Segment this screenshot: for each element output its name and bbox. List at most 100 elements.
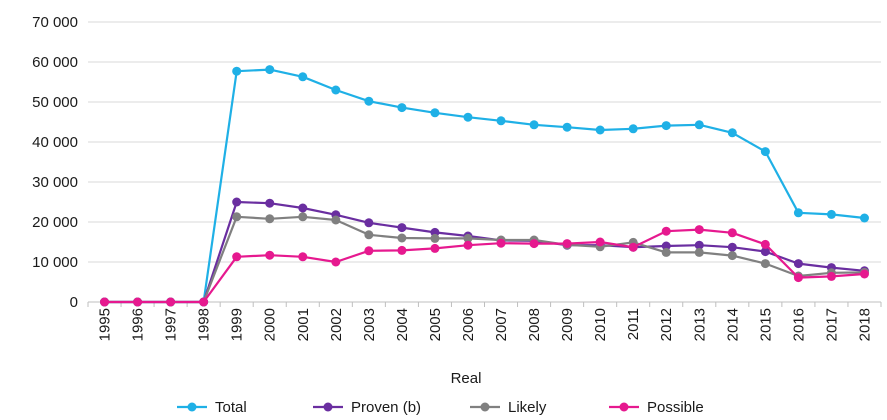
x-tick-label: 2013 bbox=[691, 308, 708, 341]
x-tick-label: 2000 bbox=[262, 308, 279, 341]
data-point bbox=[232, 66, 242, 76]
data-point bbox=[232, 252, 242, 262]
data-point bbox=[298, 252, 308, 262]
x-tick-label: 2002 bbox=[328, 308, 345, 341]
data-point bbox=[298, 212, 308, 222]
data-point bbox=[463, 240, 473, 250]
legend-label: Likely bbox=[508, 399, 547, 416]
y-tick-label: 70 000 bbox=[32, 14, 78, 31]
data-point bbox=[661, 121, 671, 131]
data-point bbox=[727, 128, 737, 138]
legend-label: Possible bbox=[647, 399, 704, 416]
x-tick-label: 2001 bbox=[295, 308, 312, 341]
data-point bbox=[397, 245, 407, 255]
data-point bbox=[760, 147, 770, 157]
data-point bbox=[331, 215, 341, 225]
data-point bbox=[265, 65, 275, 75]
data-point bbox=[298, 203, 308, 213]
y-tick-label: 50 000 bbox=[32, 94, 78, 111]
data-point bbox=[793, 208, 803, 218]
x-tick-label: 2018 bbox=[856, 308, 873, 341]
data-point bbox=[760, 247, 770, 257]
data-point bbox=[562, 122, 572, 132]
x-tick-label: 2008 bbox=[526, 308, 543, 341]
x-tick-label: 2009 bbox=[559, 308, 576, 341]
x-tick-label: 2007 bbox=[493, 308, 510, 341]
legend-item: Possible bbox=[609, 399, 704, 416]
legend-label: Proven (b) bbox=[351, 399, 421, 416]
y-tick-label: 30 000 bbox=[32, 174, 78, 191]
data-point bbox=[859, 213, 869, 223]
x-tick-label: 2005 bbox=[427, 308, 444, 341]
data-point bbox=[760, 239, 770, 249]
x-tick-label: 2004 bbox=[394, 308, 411, 341]
data-point bbox=[529, 120, 539, 130]
legend: Total Proven (b) Likely Possible bbox=[177, 399, 704, 416]
data-point bbox=[496, 238, 506, 248]
series-group bbox=[100, 65, 869, 307]
y-tick-label: 20 000 bbox=[32, 214, 78, 231]
legend-swatch-marker bbox=[187, 402, 197, 412]
data-point bbox=[826, 271, 836, 281]
data-point bbox=[793, 273, 803, 283]
x-axis-label: Real bbox=[451, 370, 482, 387]
data-point bbox=[859, 269, 869, 279]
data-point bbox=[628, 242, 638, 252]
x-axis-tick-labels: 1995 1996 1997 1998 1999 2000 2001 2002 2003 2004… bbox=[97, 308, 874, 341]
data-point bbox=[199, 297, 209, 307]
data-point bbox=[430, 233, 440, 243]
series-line bbox=[104, 200, 865, 304]
data-point bbox=[661, 247, 671, 257]
data-point bbox=[628, 124, 638, 134]
gridlines bbox=[88, 21, 881, 263]
legend-item: Total bbox=[177, 399, 247, 416]
x-tick-label: 2015 bbox=[757, 308, 774, 341]
x-tick-label: 2016 bbox=[790, 308, 807, 341]
data-point bbox=[595, 237, 605, 247]
data-point bbox=[430, 243, 440, 253]
x-tick-label: 2011 bbox=[625, 308, 642, 340]
data-point bbox=[463, 112, 473, 122]
x-tick-label: 1997 bbox=[163, 308, 180, 341]
legend-swatch-marker bbox=[480, 402, 490, 412]
data-point bbox=[364, 230, 374, 240]
x-tick-label: 1999 bbox=[229, 308, 246, 341]
data-point bbox=[397, 223, 407, 233]
data-point bbox=[232, 197, 242, 207]
data-point bbox=[463, 233, 473, 243]
x-tick-label: 2014 bbox=[724, 308, 741, 341]
data-point bbox=[661, 241, 671, 251]
data-point bbox=[760, 259, 770, 269]
data-point bbox=[364, 96, 374, 106]
data-point bbox=[727, 228, 737, 238]
data-point bbox=[364, 218, 374, 228]
data-point bbox=[133, 297, 143, 307]
data-point bbox=[364, 246, 374, 256]
data-point bbox=[397, 103, 407, 113]
data-point bbox=[265, 198, 275, 208]
data-point bbox=[331, 85, 341, 95]
x-tick-label: 2017 bbox=[823, 308, 840, 341]
data-point bbox=[430, 108, 440, 118]
x-tick-label: 1995 bbox=[97, 308, 114, 341]
data-point bbox=[694, 247, 704, 257]
data-point bbox=[331, 257, 341, 267]
data-point bbox=[529, 239, 539, 249]
x-tick-label: 2003 bbox=[361, 308, 378, 341]
data-point bbox=[694, 225, 704, 235]
x-tick-label: 2012 bbox=[658, 308, 675, 341]
x-tick-label: 2006 bbox=[460, 308, 477, 341]
x-tick-label: 1998 bbox=[196, 308, 213, 341]
data-point bbox=[826, 209, 836, 219]
data-point bbox=[265, 250, 275, 260]
data-point bbox=[232, 212, 242, 222]
y-tick-label: 0 bbox=[70, 294, 78, 311]
series-line bbox=[104, 68, 865, 304]
data-point bbox=[694, 120, 704, 130]
legend-item: Proven (b) bbox=[313, 399, 421, 416]
data-point bbox=[727, 242, 737, 252]
data-point bbox=[397, 233, 407, 243]
data-point bbox=[496, 116, 506, 126]
data-point bbox=[166, 297, 176, 307]
